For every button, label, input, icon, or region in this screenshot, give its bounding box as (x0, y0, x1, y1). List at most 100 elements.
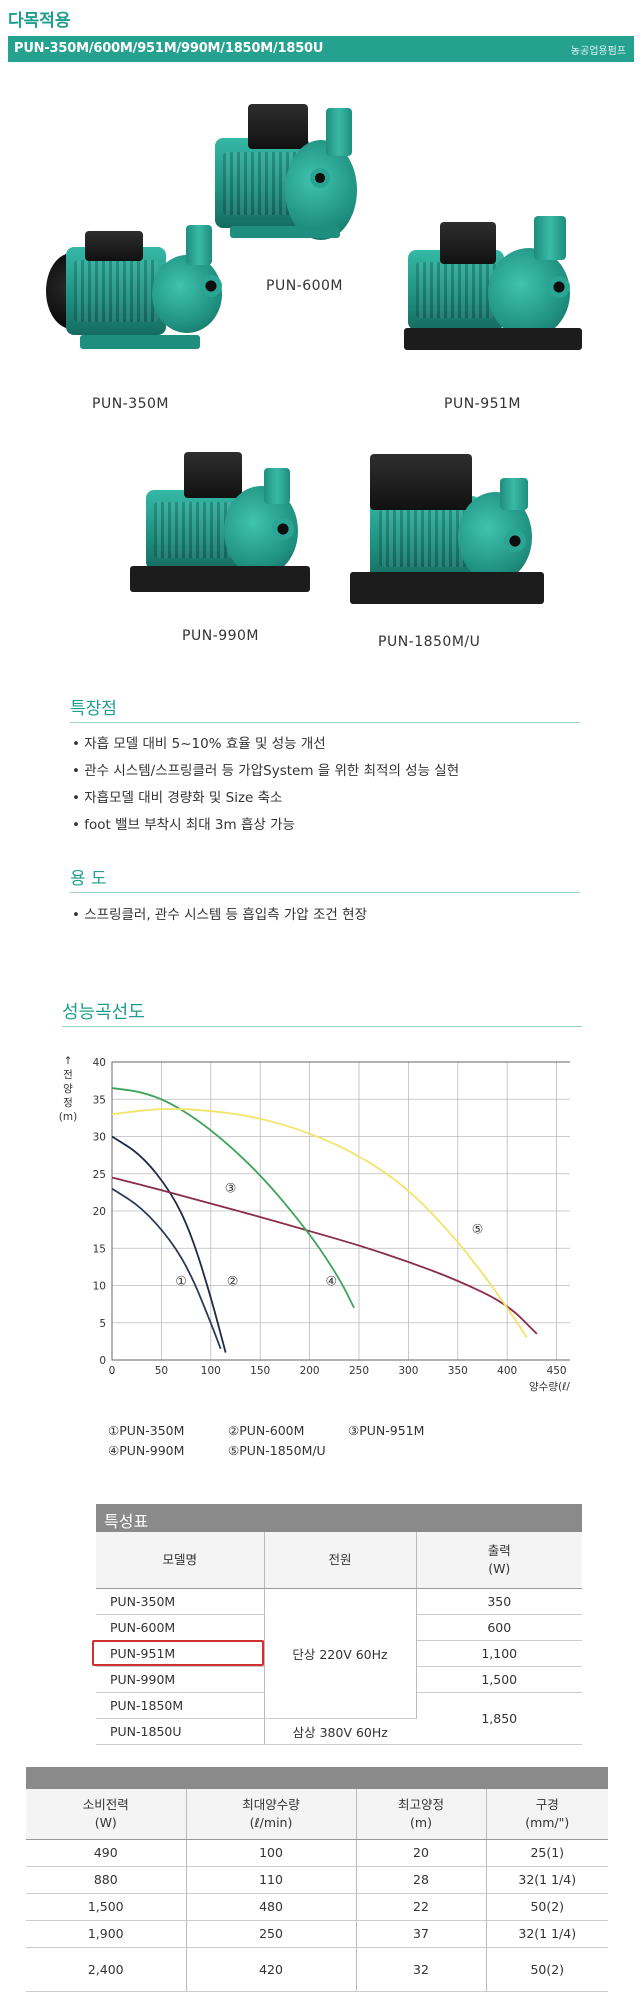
x-tick-label: 150 (250, 1365, 270, 1377)
output-cell: 600 (416, 1614, 582, 1641)
x-tick-label: 50 (155, 1365, 168, 1377)
legend-item: ①PUN-350M (108, 1423, 185, 1438)
table-row: PUN-951M 1,100 (96, 1640, 582, 1667)
col-model: 모델명 (96, 1532, 265, 1589)
spec-table-header: 특성표 (96, 1504, 582, 1532)
y-tick-label: 40 (93, 1057, 106, 1069)
category-title: 다목적용 (8, 11, 71, 31)
table-cell: 50(2) (486, 1893, 608, 1921)
table-cell: 37 (356, 1920, 487, 1948)
table-cell: 880 (26, 1866, 187, 1894)
spec-table-title: 특성표 (104, 1512, 149, 1531)
x-tick-label: 300 (398, 1365, 418, 1377)
features-title: 특장점 (70, 699, 117, 719)
feature-item: • 자흡모델 대비 경량화 및 Size 축소 (72, 790, 283, 806)
y-tick-label: 15 (93, 1243, 106, 1255)
pump-label-350m: PUN-350M (92, 396, 170, 412)
output-cell: 1,100 (416, 1640, 582, 1667)
y-axis-label: 전 (63, 1069, 73, 1081)
legend-item: ④PUN-990M (108, 1443, 185, 1458)
table-row: PUN-350M 단상 220V 60Hz 350 (96, 1588, 582, 1719)
x-tick-label: 350 (448, 1365, 468, 1377)
table-row: PUN-600M 600 (96, 1614, 582, 1641)
x-tick-label: 250 (349, 1365, 369, 1377)
pump-image-600m (210, 98, 360, 258)
model-banner: PUN-350M/600M/951M/990M/1850M/1850U 농공업용… (8, 36, 634, 62)
y-tick-label: 5 (99, 1318, 106, 1330)
table-header-row: 소비전력 (W) 최대양수량 (ℓ/min) 최고양정 (m) 구경 (mm/"… (26, 1789, 608, 1840)
table-cell: 50(2) (486, 1947, 608, 1992)
x-tick-label: 0 (109, 1365, 116, 1377)
y-tick-label: 0 (99, 1355, 106, 1367)
x-tick-label: 100 (201, 1365, 221, 1377)
model-cell: PUN-600M (96, 1614, 265, 1641)
output-cell: 1,500 (416, 1666, 582, 1693)
x-tick-label: 400 (497, 1365, 517, 1377)
performance-chart: 0501001502002503003504004505000510152025… (59, 1055, 570, 1393)
y-axis-label: (m) (59, 1111, 77, 1123)
table-cell: 32(1 1/4) (486, 1920, 608, 1948)
selected-model-highlight (92, 1640, 264, 1666)
pump-label-951m: PUN-951M (444, 396, 522, 412)
y-tick-label: 35 (93, 1094, 106, 1106)
model-cell: PUN-1850M (96, 1692, 265, 1719)
curve-annotation: ② (227, 1275, 239, 1290)
model-cell: PUN-990M (96, 1666, 265, 1693)
pump-label-990m: PUN-990M (182, 628, 260, 644)
performance-divider (62, 1026, 582, 1027)
table-cell: 480 (186, 1893, 357, 1921)
table-row: 880 110 28 32(1 1/4) (26, 1866, 608, 1894)
table-row: PUN-1850M 1,850 (96, 1692, 582, 1745)
feature-item: • 자흡 모델 대비 5~10% 효율 및 성능 개선 (72, 736, 326, 752)
spec-table-2: 소비전력 (W) 최대양수량 (ℓ/min) 최고양정 (m) 구경 (mm/"… (26, 1789, 608, 1992)
power-three-cell: 삼상 380V 60Hz (264, 1718, 416, 1745)
col-output: 출력 (W) (416, 1532, 582, 1589)
y-tick-label: 25 (93, 1169, 106, 1181)
col-max-flow: 최대양수량 (ℓ/min) (186, 1789, 357, 1840)
legend-item: ⑤PUN-1850M/U (228, 1443, 326, 1458)
table-cell: 250 (186, 1920, 357, 1948)
table-cell: 32(1 1/4) (486, 1866, 608, 1894)
model-cell: PUN-1850U (96, 1718, 265, 1745)
table-cell: 25(1) (486, 1839, 608, 1867)
table-cell: 2,400 (26, 1947, 187, 1992)
y-tick-label: 20 (93, 1206, 106, 1218)
legend-item: ③PUN-951M (348, 1423, 425, 1438)
table-cell: 100 (186, 1839, 357, 1867)
curve-annotation: ⑤ (472, 1222, 484, 1237)
table-cell: 20 (356, 1839, 487, 1867)
table-row: 2,400 420 32 50(2) (26, 1947, 608, 1992)
model-list: PUN-350M/600M/951M/990M/1850M/1850U (14, 41, 324, 56)
pump-image-990m (128, 448, 313, 613)
series-line-④ (111, 1087, 355, 1309)
usage-item: • 스프링클러, 관수 시스템 등 흡입측 가압 조건 현장 (72, 907, 367, 923)
series-line-⑤ (111, 1108, 528, 1339)
output-cell: 350 (416, 1588, 582, 1615)
power-single-cell: 단상 220V 60Hz (264, 1588, 417, 1719)
table-cell: 1,900 (26, 1920, 187, 1948)
y-axis-label: 정 (63, 1097, 73, 1109)
table-row: 1,500 480 22 50(2) (26, 1893, 608, 1921)
y-axis-label: ↑ (64, 1055, 73, 1067)
plot-frame (111, 1061, 570, 1361)
curve-annotation: ① (175, 1275, 187, 1290)
spec-table2-header (26, 1767, 608, 1789)
pump-image-350m (40, 225, 225, 380)
table-row: PUN-990M 1,500 (96, 1666, 582, 1693)
y-axis-label: 양 (63, 1083, 73, 1095)
table-cell: 420 (186, 1947, 357, 1992)
curve-annotation: ④ (326, 1275, 338, 1290)
x-tick-label: 200 (300, 1365, 320, 1377)
x-axis-label: 양수량(ℓ/min) → (529, 1381, 570, 1393)
performance-title: 성능곡선도 (62, 1002, 145, 1023)
col-power: 전원 (264, 1532, 417, 1589)
col-bore: 구경 (mm/") (486, 1789, 608, 1840)
table-cell: 1,500 (26, 1893, 187, 1921)
usage-divider (70, 892, 580, 893)
col-max-head: 최고양정 (m) (356, 1789, 487, 1840)
series-line-③ (111, 1176, 538, 1335)
y-tick-label: 10 (93, 1281, 106, 1293)
pump-image-1850m (348, 450, 548, 625)
table-cell: 110 (186, 1866, 357, 1894)
feature-item: • foot 밸브 부착시 최대 3m 흡상 가능 (72, 817, 295, 833)
